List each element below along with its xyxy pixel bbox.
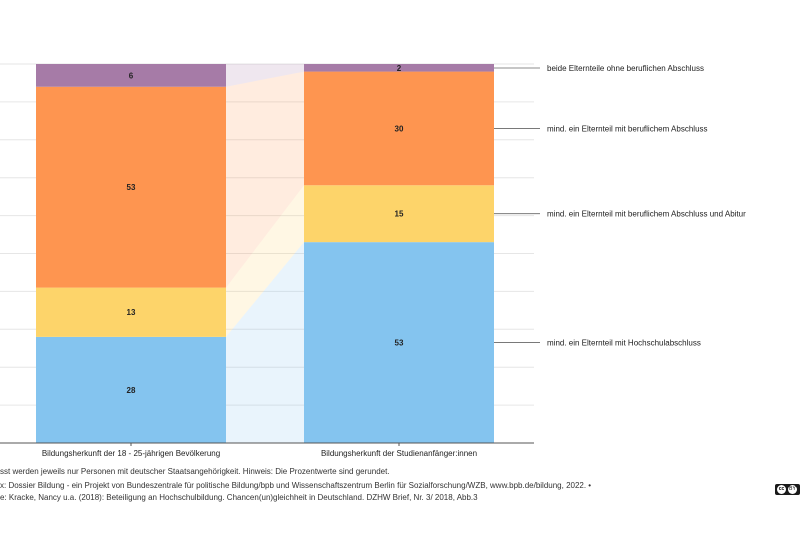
x-tick-label: Bildungsherkunft der Studienanfänger:inn… (321, 449, 477, 458)
x-axis: Bildungsherkunft der 18 - 25-jährigen Be… (0, 442, 534, 458)
value-label: 6 (129, 71, 134, 80)
connector-ribbon (226, 185, 304, 337)
bar-segment (36, 287, 226, 337)
footnote-note: sst werden jeweils nur Personen mit deut… (0, 467, 390, 476)
bar-segment (36, 336, 226, 443)
bar-segment (304, 71, 494, 186)
bars (36, 64, 494, 443)
value-label: 53 (395, 339, 404, 348)
value-label: 13 (127, 308, 136, 317)
legend-label: mind. ein Elternteil mit beruflichem Abs… (547, 210, 746, 219)
connector-ribbon (226, 71, 304, 288)
value-label: 53 (127, 183, 136, 192)
value-label: 30 (395, 124, 404, 133)
value-label: 15 (395, 210, 404, 219)
cc-license-badge[interactable]: cc BY (775, 484, 800, 495)
value-label: 28 (127, 386, 136, 395)
bar-segment (36, 64, 226, 87)
legend-label: mind. ein Elternteil mit Hochschulabschl… (547, 339, 701, 348)
connector-ribbon (226, 242, 304, 443)
bar-segment (304, 185, 494, 243)
footnote-source: x: Dossier Bildung - ein Projekt von Bun… (0, 481, 592, 490)
connector-ribbons (226, 64, 304, 443)
legend-label: beide Elternteile ohne beruflichen Absch… (547, 64, 704, 73)
x-tick-label: Bildungsherkunft der 18 - 25-jährigen Be… (42, 449, 220, 458)
bar-segment (304, 242, 494, 443)
by-icon: BY (788, 485, 797, 494)
footnote-reference: e: Kracke, Nancy u.a. (2018): Beteiligun… (0, 493, 478, 502)
legend: mind. ein Elternteil mit Hochschulabschl… (494, 64, 746, 348)
connector-ribbon (226, 64, 304, 87)
cc-icon: cc (777, 485, 786, 494)
value-label: 2 (397, 64, 402, 73)
bar-segment (36, 86, 226, 288)
bar-segment (304, 64, 494, 72)
legend-label: mind. ein Elternteil mit beruflichem Abs… (547, 124, 708, 133)
value-labels: 28 13 53 6 53 15 30 2 (127, 64, 404, 395)
